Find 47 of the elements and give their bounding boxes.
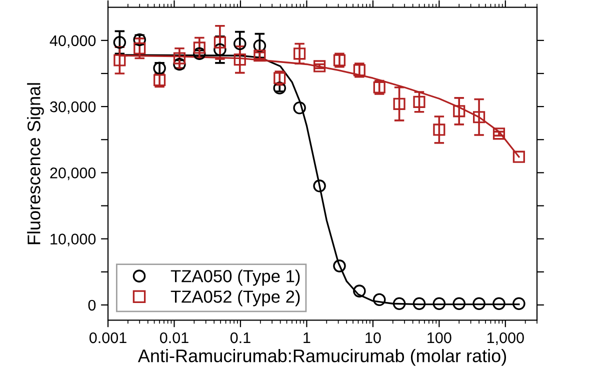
- point: [313, 60, 326, 72]
- x-tick-label: 100: [428, 332, 452, 344]
- point: [453, 105, 466, 118]
- point: [113, 36, 126, 49]
- y-tick-label: 0: [88, 300, 96, 311]
- y-axis-title: Fluorescence Signal: [27, 83, 44, 244]
- x-tick-label: 10: [366, 332, 381, 344]
- x-axis-title: Anti-Ramucirumab:Ramucirumab (molar ratio): [138, 348, 506, 366]
- point: [173, 52, 186, 64]
- y-tick-label: 20,000: [50, 168, 96, 180]
- legend-label: TZA050 (Type 1): [170, 270, 300, 286]
- point: [372, 293, 386, 306]
- point: [333, 260, 346, 272]
- point: [134, 42, 146, 54]
- y-tick-label: 30,000: [50, 101, 96, 114]
- legend-label: TZA052 (Type 2): [170, 290, 300, 306]
- x-tick-label: 0.1: [230, 332, 250, 344]
- point: [293, 101, 306, 114]
- point: [492, 297, 506, 310]
- point: [114, 54, 126, 66]
- x-tick-label: 0.01: [160, 332, 188, 344]
- point: [433, 124, 446, 136]
- point: [253, 39, 266, 52]
- point: [193, 42, 206, 54]
- point: [412, 297, 426, 310]
- point: [512, 150, 525, 163]
- point: [214, 36, 226, 48]
- point: [392, 297, 406, 310]
- point: [353, 284, 366, 298]
- point: [413, 96, 426, 108]
- x-tick-label: 0.001: [89, 332, 126, 344]
- y-tick-label: 10,000: [50, 234, 96, 246]
- point: [473, 111, 486, 124]
- point: [294, 48, 306, 60]
- point: [452, 297, 466, 310]
- point: [512, 297, 526, 310]
- point: [432, 297, 446, 310]
- point: [234, 54, 246, 66]
- point: [393, 98, 406, 110]
- point: [214, 43, 226, 56]
- x-tick-label: 1: [304, 332, 310, 344]
- point: [492, 128, 506, 140]
- x-tick-label: 1,000: [487, 332, 524, 345]
- point: [472, 297, 486, 310]
- y-tick-label: 40,000: [50, 35, 96, 48]
- point: [313, 180, 326, 192]
- point: [233, 37, 246, 50]
